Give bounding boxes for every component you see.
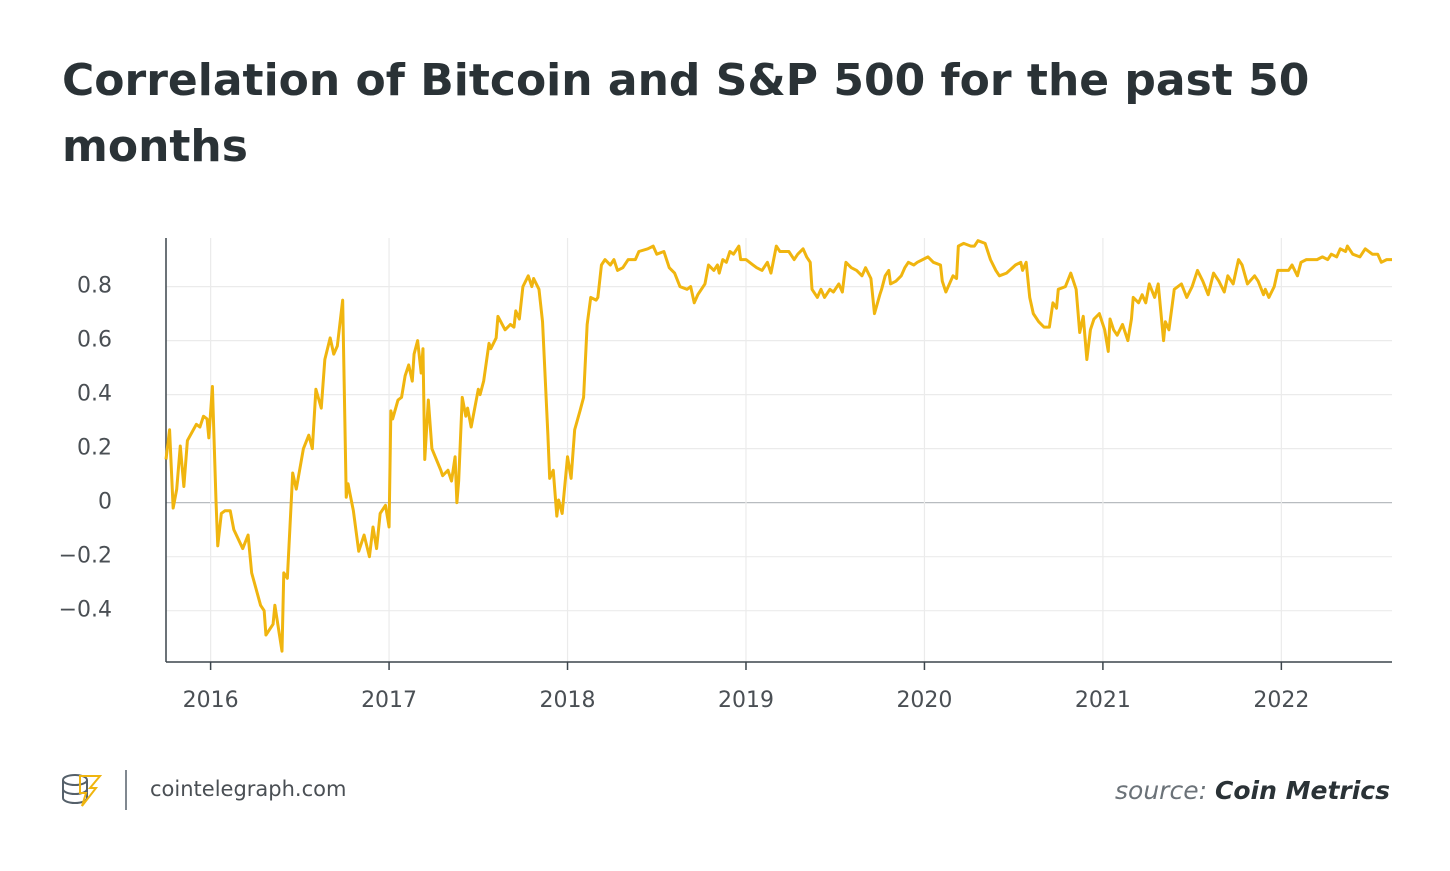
source-name: Coin Metrics (1215, 776, 1390, 805)
y-tick-label: −0.4 (59, 598, 112, 623)
y-tick-label: 0.4 (77, 382, 112, 407)
x-tick-label: 2022 (1253, 688, 1309, 713)
x-tick-label: 2019 (718, 688, 774, 713)
y-tick-label: 0 (98, 490, 112, 515)
source-label: source: (1115, 776, 1207, 805)
x-tick-label: 2017 (361, 688, 417, 713)
logo (62, 774, 103, 807)
x-tick-label: 2020 (896, 688, 952, 713)
chart-title: Correlation of Bitcoin and S&P 500 for t… (62, 55, 1310, 172)
x-tick-label: 2021 (1075, 688, 1131, 713)
site-name: cointelegraph.com (150, 777, 346, 801)
source: source: Coin Metrics (1115, 776, 1390, 805)
x-tick-label: 2018 (540, 688, 596, 713)
y-tick-label: −0.2 (59, 544, 112, 569)
x-tick-label: 2016 (183, 688, 239, 713)
data-line (164, 239, 1392, 653)
y-tick-label: 0.2 (77, 436, 112, 461)
y-tick-label: 0.8 (77, 274, 112, 299)
y-tick-label: 0.6 (77, 328, 112, 353)
